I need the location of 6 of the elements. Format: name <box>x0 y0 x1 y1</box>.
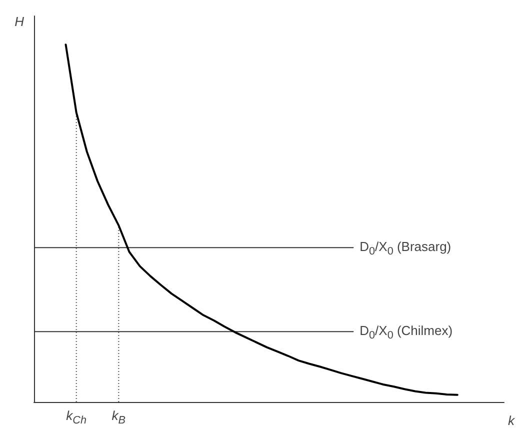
x-axis-title: k <box>508 413 516 428</box>
x-tick-label: k$_{B}$ <box>112 408 126 429</box>
x-tick-label: k$_{Ch}$ <box>66 408 86 429</box>
ref-line-label: D$_{0}$/X$_{0}$ (Chilmex) <box>360 322 453 344</box>
y-axis-title: H <box>14 14 25 29</box>
ref-line-label: D$_{0}$/X$_{0}$ (Brasarg) <box>360 238 452 260</box>
